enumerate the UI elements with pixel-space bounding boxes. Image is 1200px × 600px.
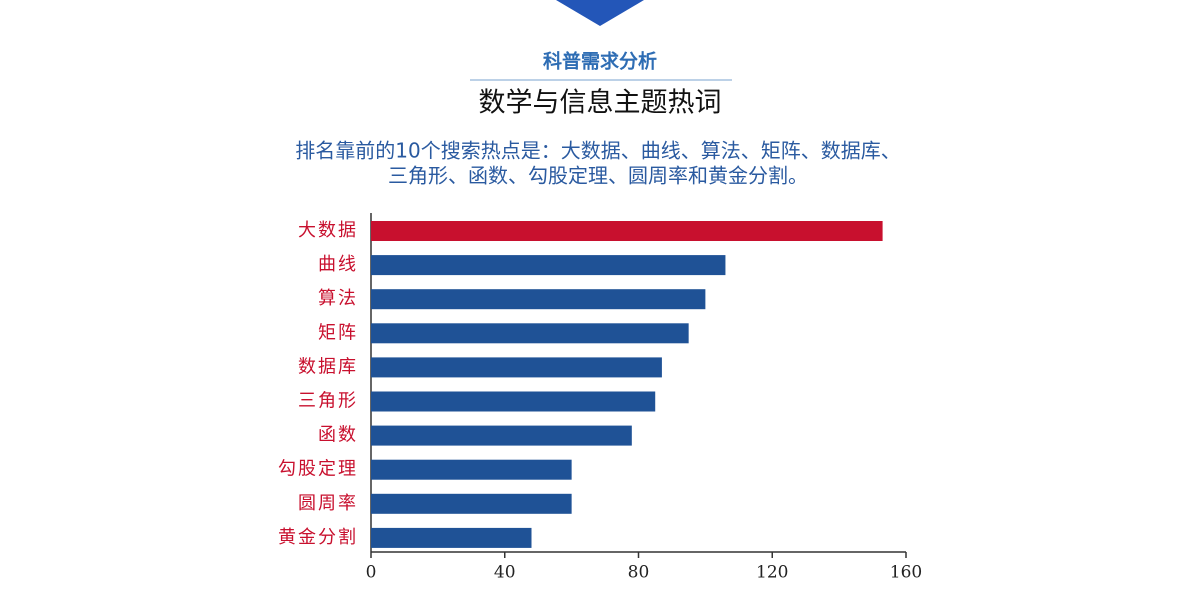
- x-tick-label: 80: [628, 563, 650, 583]
- x-tick-label: 40: [494, 563, 516, 583]
- chart-subtitle: 科普需求分析: [543, 50, 657, 73]
- x-tick-label: 0: [366, 563, 377, 583]
- y-tick-label: 数据库: [298, 356, 358, 377]
- y-tick-label: 算法: [318, 288, 358, 309]
- x-tick-label: 120: [756, 563, 788, 583]
- bar: [371, 221, 883, 241]
- bar: [371, 527, 532, 548]
- bar: [371, 459, 572, 480]
- description-line: 三角形、函数、勾股定理、圆周率和黄金分割。: [388, 164, 808, 188]
- bar: [371, 323, 689, 344]
- y-tick-label: 函数: [318, 425, 358, 446]
- y-tick-label: 曲线: [318, 254, 358, 275]
- y-tick-label: 勾股定理: [278, 459, 358, 480]
- chart-title: 数学与信息主题热词: [479, 88, 722, 119]
- bar: [371, 493, 572, 514]
- y-tick-label: 三角形: [298, 391, 358, 412]
- bar: [371, 425, 632, 446]
- x-tick-label: 160: [890, 563, 922, 583]
- bar: [371, 289, 706, 310]
- header-arrow: [556, 0, 644, 26]
- description-line: 排名靠前的10个搜索热点是：大数据、曲线、算法、矩阵、数据库、: [295, 139, 900, 163]
- bar: [371, 255, 726, 276]
- bar: [371, 391, 656, 412]
- y-tick-label: 黄金分割: [278, 527, 358, 548]
- bar: [371, 357, 662, 378]
- y-tick-label: 大数据: [298, 220, 358, 241]
- y-tick-label: 圆周率: [298, 493, 358, 514]
- y-tick-label: 矩阵: [318, 322, 358, 343]
